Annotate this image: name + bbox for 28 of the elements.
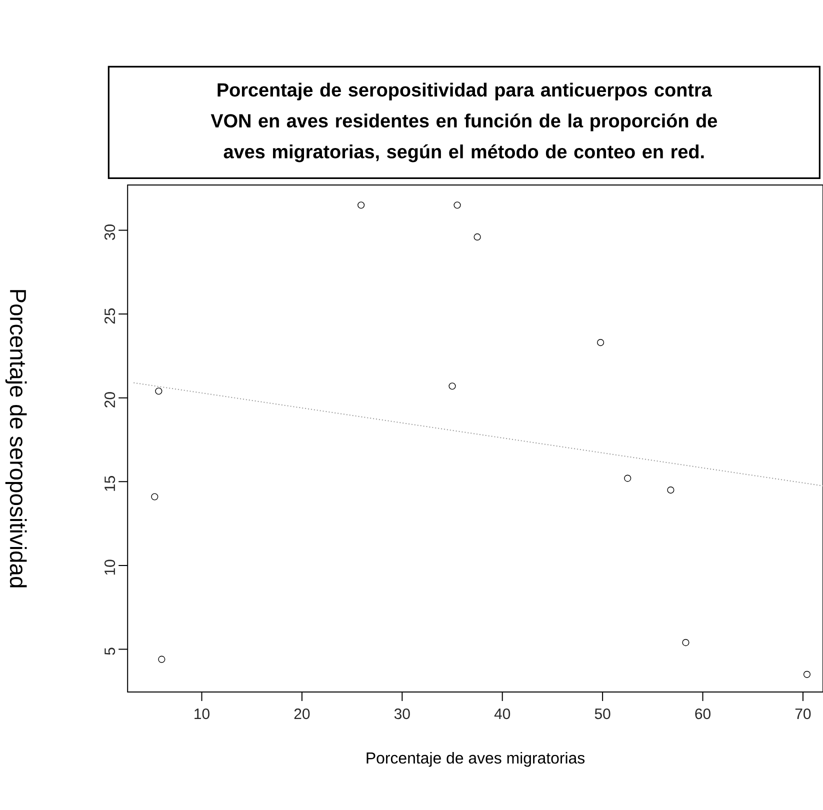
point	[667, 486, 674, 494]
x-tick-label: 20	[294, 708, 310, 720]
point	[682, 639, 690, 646]
y-tick-label: 25	[104, 308, 116, 324]
y-tick-label: 15	[104, 476, 116, 491]
x-tick-label: 60	[695, 708, 710, 720]
y-tick-label: 20	[104, 392, 116, 408]
point	[474, 233, 481, 240]
point	[155, 388, 162, 395]
point	[448, 382, 456, 390]
chart-title: Porcentaje de seropositividad para anticuerpos contra VON en aves residentes en función de la proporción de aves migratorias, según el método de conteo en red.	[210, 82, 718, 162]
y-axis-title: Porcentaje de seropositividad	[5, 290, 27, 588]
point	[158, 656, 166, 663]
x-tick-label: 10	[194, 708, 210, 720]
x-tick-label: 40	[494, 708, 510, 720]
point	[624, 474, 632, 482]
x-tick-label: 70	[795, 708, 811, 720]
point	[454, 202, 461, 209]
x-tick-label: 50	[594, 708, 610, 720]
point	[358, 202, 365, 209]
x-axis-title: Porcentaje de aves migratorias	[366, 752, 585, 767]
y-tick-label: 10	[104, 560, 116, 575]
y-tick-label: 30	[104, 224, 116, 240]
point	[597, 339, 604, 346]
point	[803, 670, 811, 678]
x-tick-label: 30	[394, 708, 410, 720]
point	[151, 493, 158, 500]
y-tick-label: 5	[104, 648, 116, 655]
